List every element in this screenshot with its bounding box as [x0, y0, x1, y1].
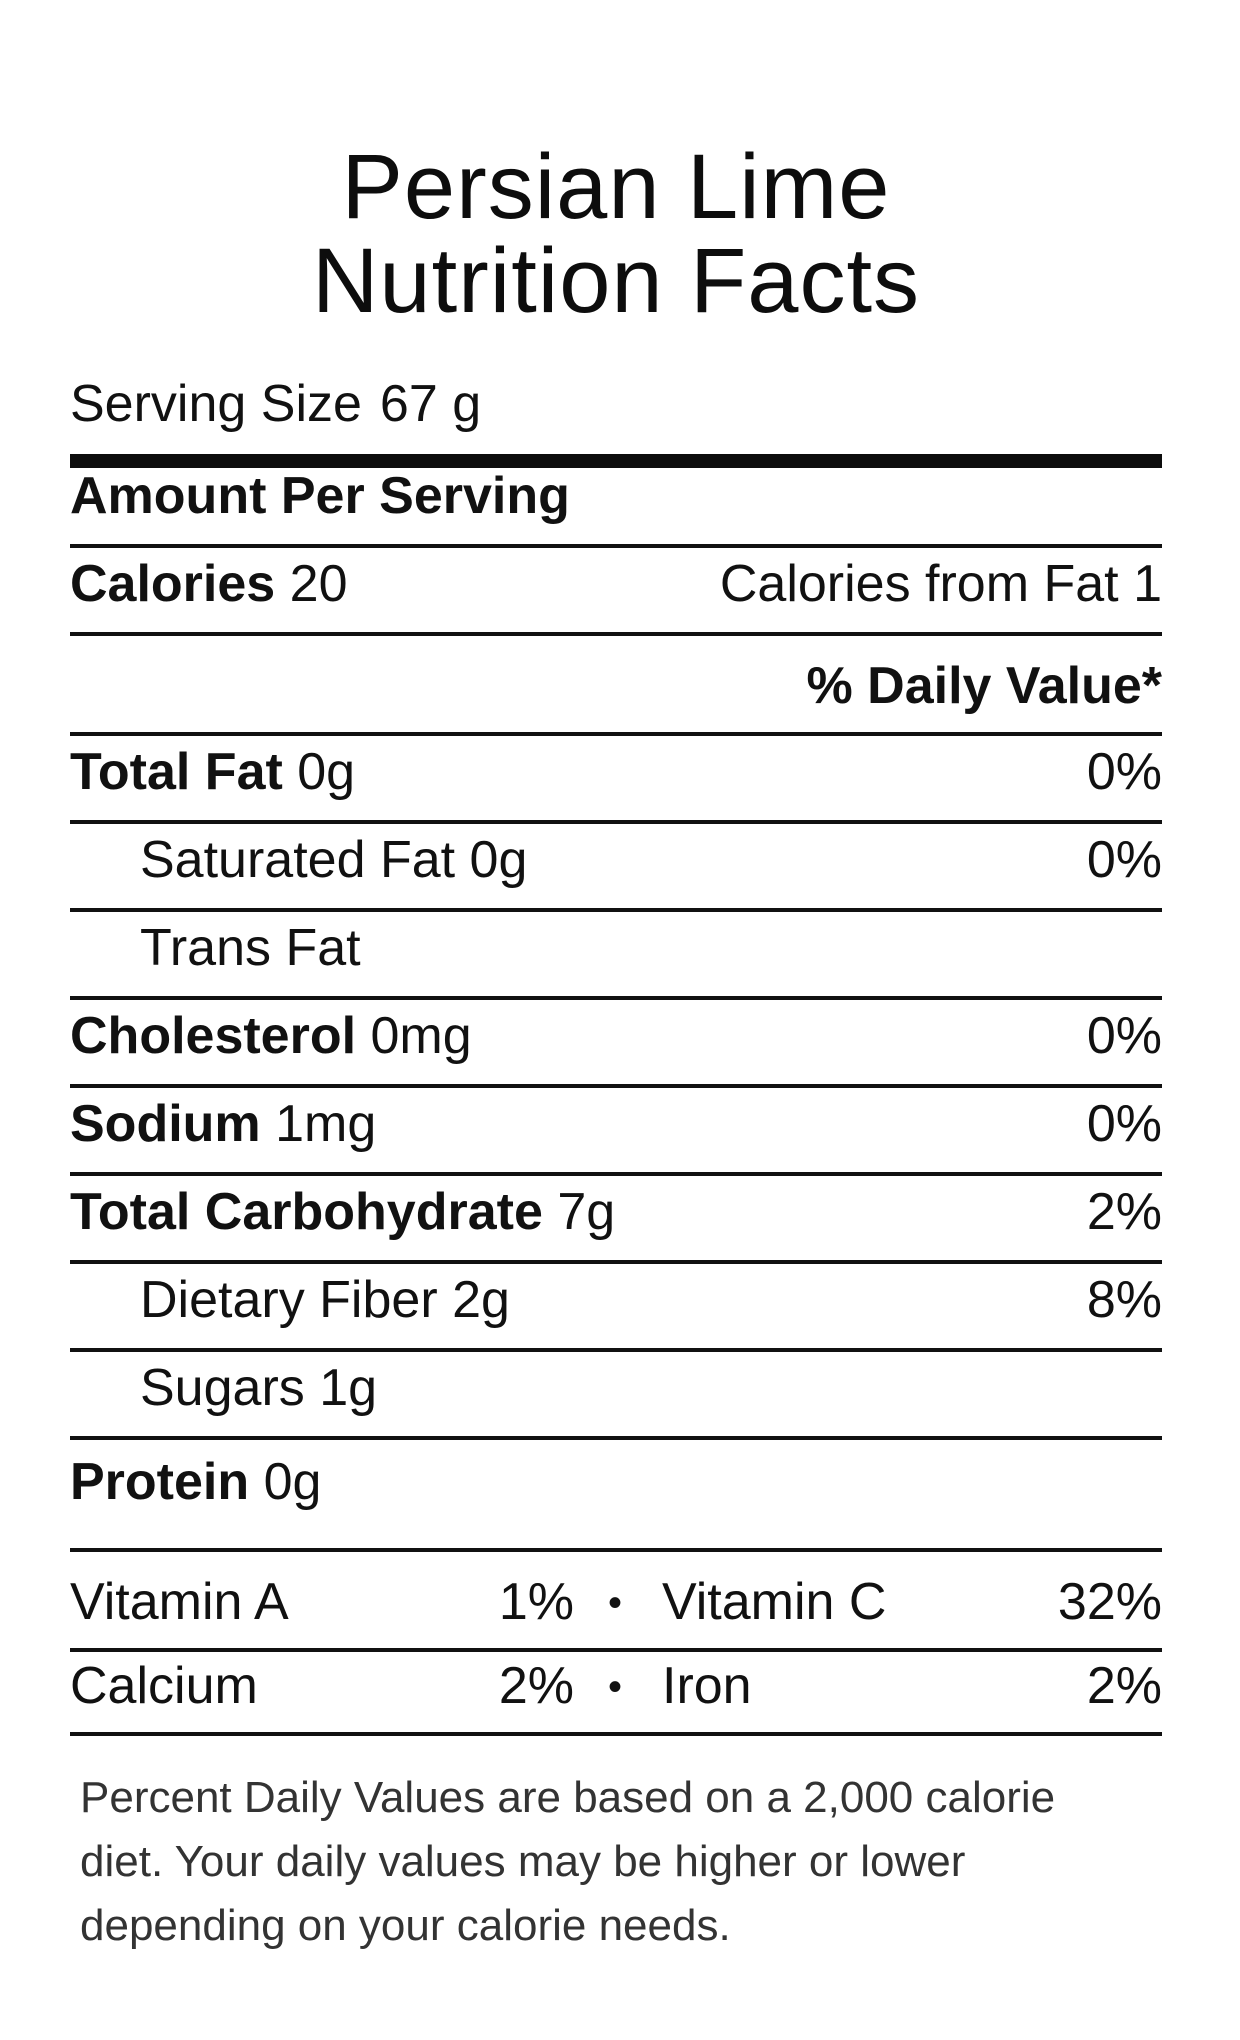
- bullet-separator: •: [608, 1665, 623, 1709]
- calories-row: Calories 20 Calories from Fat 1: [70, 548, 1162, 636]
- vitamin-row: Vitamin A 1% • Vitamin C 32%: [70, 1552, 1162, 1652]
- nutrient-name: Protein: [70, 1453, 250, 1511]
- mineral-dv: 2%: [498, 1657, 574, 1715]
- nutrient-row-sugars: Sugars 1g: [70, 1352, 1162, 1440]
- calories-from-fat: Calories from Fat 1: [719, 555, 1162, 613]
- nutrient-row-total-carbohydrate: Total Carbohydrate 7g 2%: [70, 1176, 1162, 1264]
- nutrient-name: Cholesterol: [70, 1007, 357, 1065]
- amount-per-serving-row: Amount Per Serving: [70, 467, 1162, 548]
- nutrient-amount: 2g: [452, 1271, 510, 1329]
- nutrient-amount: 7g: [557, 1183, 616, 1241]
- nutrition-facts-heading: Nutrition Facts: [311, 230, 921, 332]
- nutrient-name: Sugars: [140, 1359, 305, 1417]
- nutrient-row-dietary-fiber: Dietary Fiber 2g 8%: [70, 1264, 1162, 1352]
- bullet-separator: •: [608, 1581, 623, 1625]
- mineral-name: Iron: [662, 1657, 752, 1715]
- nutrient-amount: 1g: [319, 1359, 378, 1417]
- daily-value-header: % Daily Value*: [806, 657, 1162, 715]
- nutrition-facts-label: Persian Lime Nutrition Facts Serving Siz…: [70, 0, 1162, 1958]
- nutrient-name: Total Carbohydrate: [70, 1183, 543, 1241]
- nutrient-amount: 0g: [297, 743, 356, 801]
- vitamin-dv: 1%: [498, 1573, 574, 1631]
- nutrient-name: Sodium: [70, 1095, 261, 1153]
- nutrient-amount: 0g: [469, 831, 528, 889]
- vitamin-name: Vitamin A: [70, 1573, 289, 1631]
- amount-per-serving-label: Amount Per Serving: [70, 467, 570, 525]
- serving-size-value: 67 g: [379, 375, 482, 433]
- nutrient-name: Saturated Fat: [140, 831, 456, 889]
- thick-divider: [70, 454, 1162, 468]
- vitamin-name: Vitamin C: [662, 1573, 887, 1631]
- serving-size-row: Serving Size 67 g: [70, 374, 1162, 434]
- nutrient-name: Total Fat: [70, 743, 283, 801]
- nutrient-dv: 8%: [1086, 1271, 1162, 1329]
- calories-value: 20: [289, 555, 348, 613]
- nutrient-row-protein: Protein 0g: [70, 1440, 1162, 1552]
- nutrient-amount: 1mg: [275, 1095, 377, 1153]
- nutrient-row-saturated-fat: Saturated Fat 0g 0%: [70, 824, 1162, 912]
- nutrient-name: Trans Fat: [140, 919, 361, 977]
- nutrient-amount: 0g: [263, 1453, 322, 1511]
- nutrient-dv: 0%: [1086, 831, 1162, 889]
- nutrient-dv: 0%: [1086, 743, 1162, 801]
- mineral-dv: 2%: [1086, 1657, 1162, 1715]
- footnote: Percent Daily Values are based on a 2,00…: [80, 1773, 1056, 1950]
- nutrient-row-total-fat: Total Fat 0g 0%: [70, 736, 1162, 824]
- nutrient-row-sodium: Sodium 1mg 0%: [70, 1088, 1162, 1176]
- vitamin-dv: 32%: [1057, 1573, 1162, 1631]
- product-name: Persian Lime: [341, 136, 891, 238]
- nutrient-name: Dietary Fiber: [140, 1271, 438, 1329]
- nutrient-row-cholesterol: Cholesterol 0mg 0%: [70, 1000, 1162, 1088]
- mineral-name: Calcium: [70, 1657, 258, 1715]
- nutrient-dv: 0%: [1086, 1095, 1162, 1153]
- nutrient-amount: 0mg: [370, 1007, 472, 1065]
- serving-size-label: Serving Size: [70, 375, 362, 433]
- nutrient-dv: 0%: [1086, 1007, 1162, 1065]
- nutrient-row-trans-fat: Trans Fat: [70, 912, 1162, 1000]
- mineral-row: Calcium 2% • Iron 2%: [70, 1652, 1162, 1736]
- daily-value-header-row: % Daily Value*: [70, 636, 1162, 736]
- nutrient-dv: 2%: [1086, 1183, 1162, 1241]
- label-title: Persian Lime Nutrition Facts: [70, 140, 1162, 328]
- calories-label: Calories: [70, 555, 276, 613]
